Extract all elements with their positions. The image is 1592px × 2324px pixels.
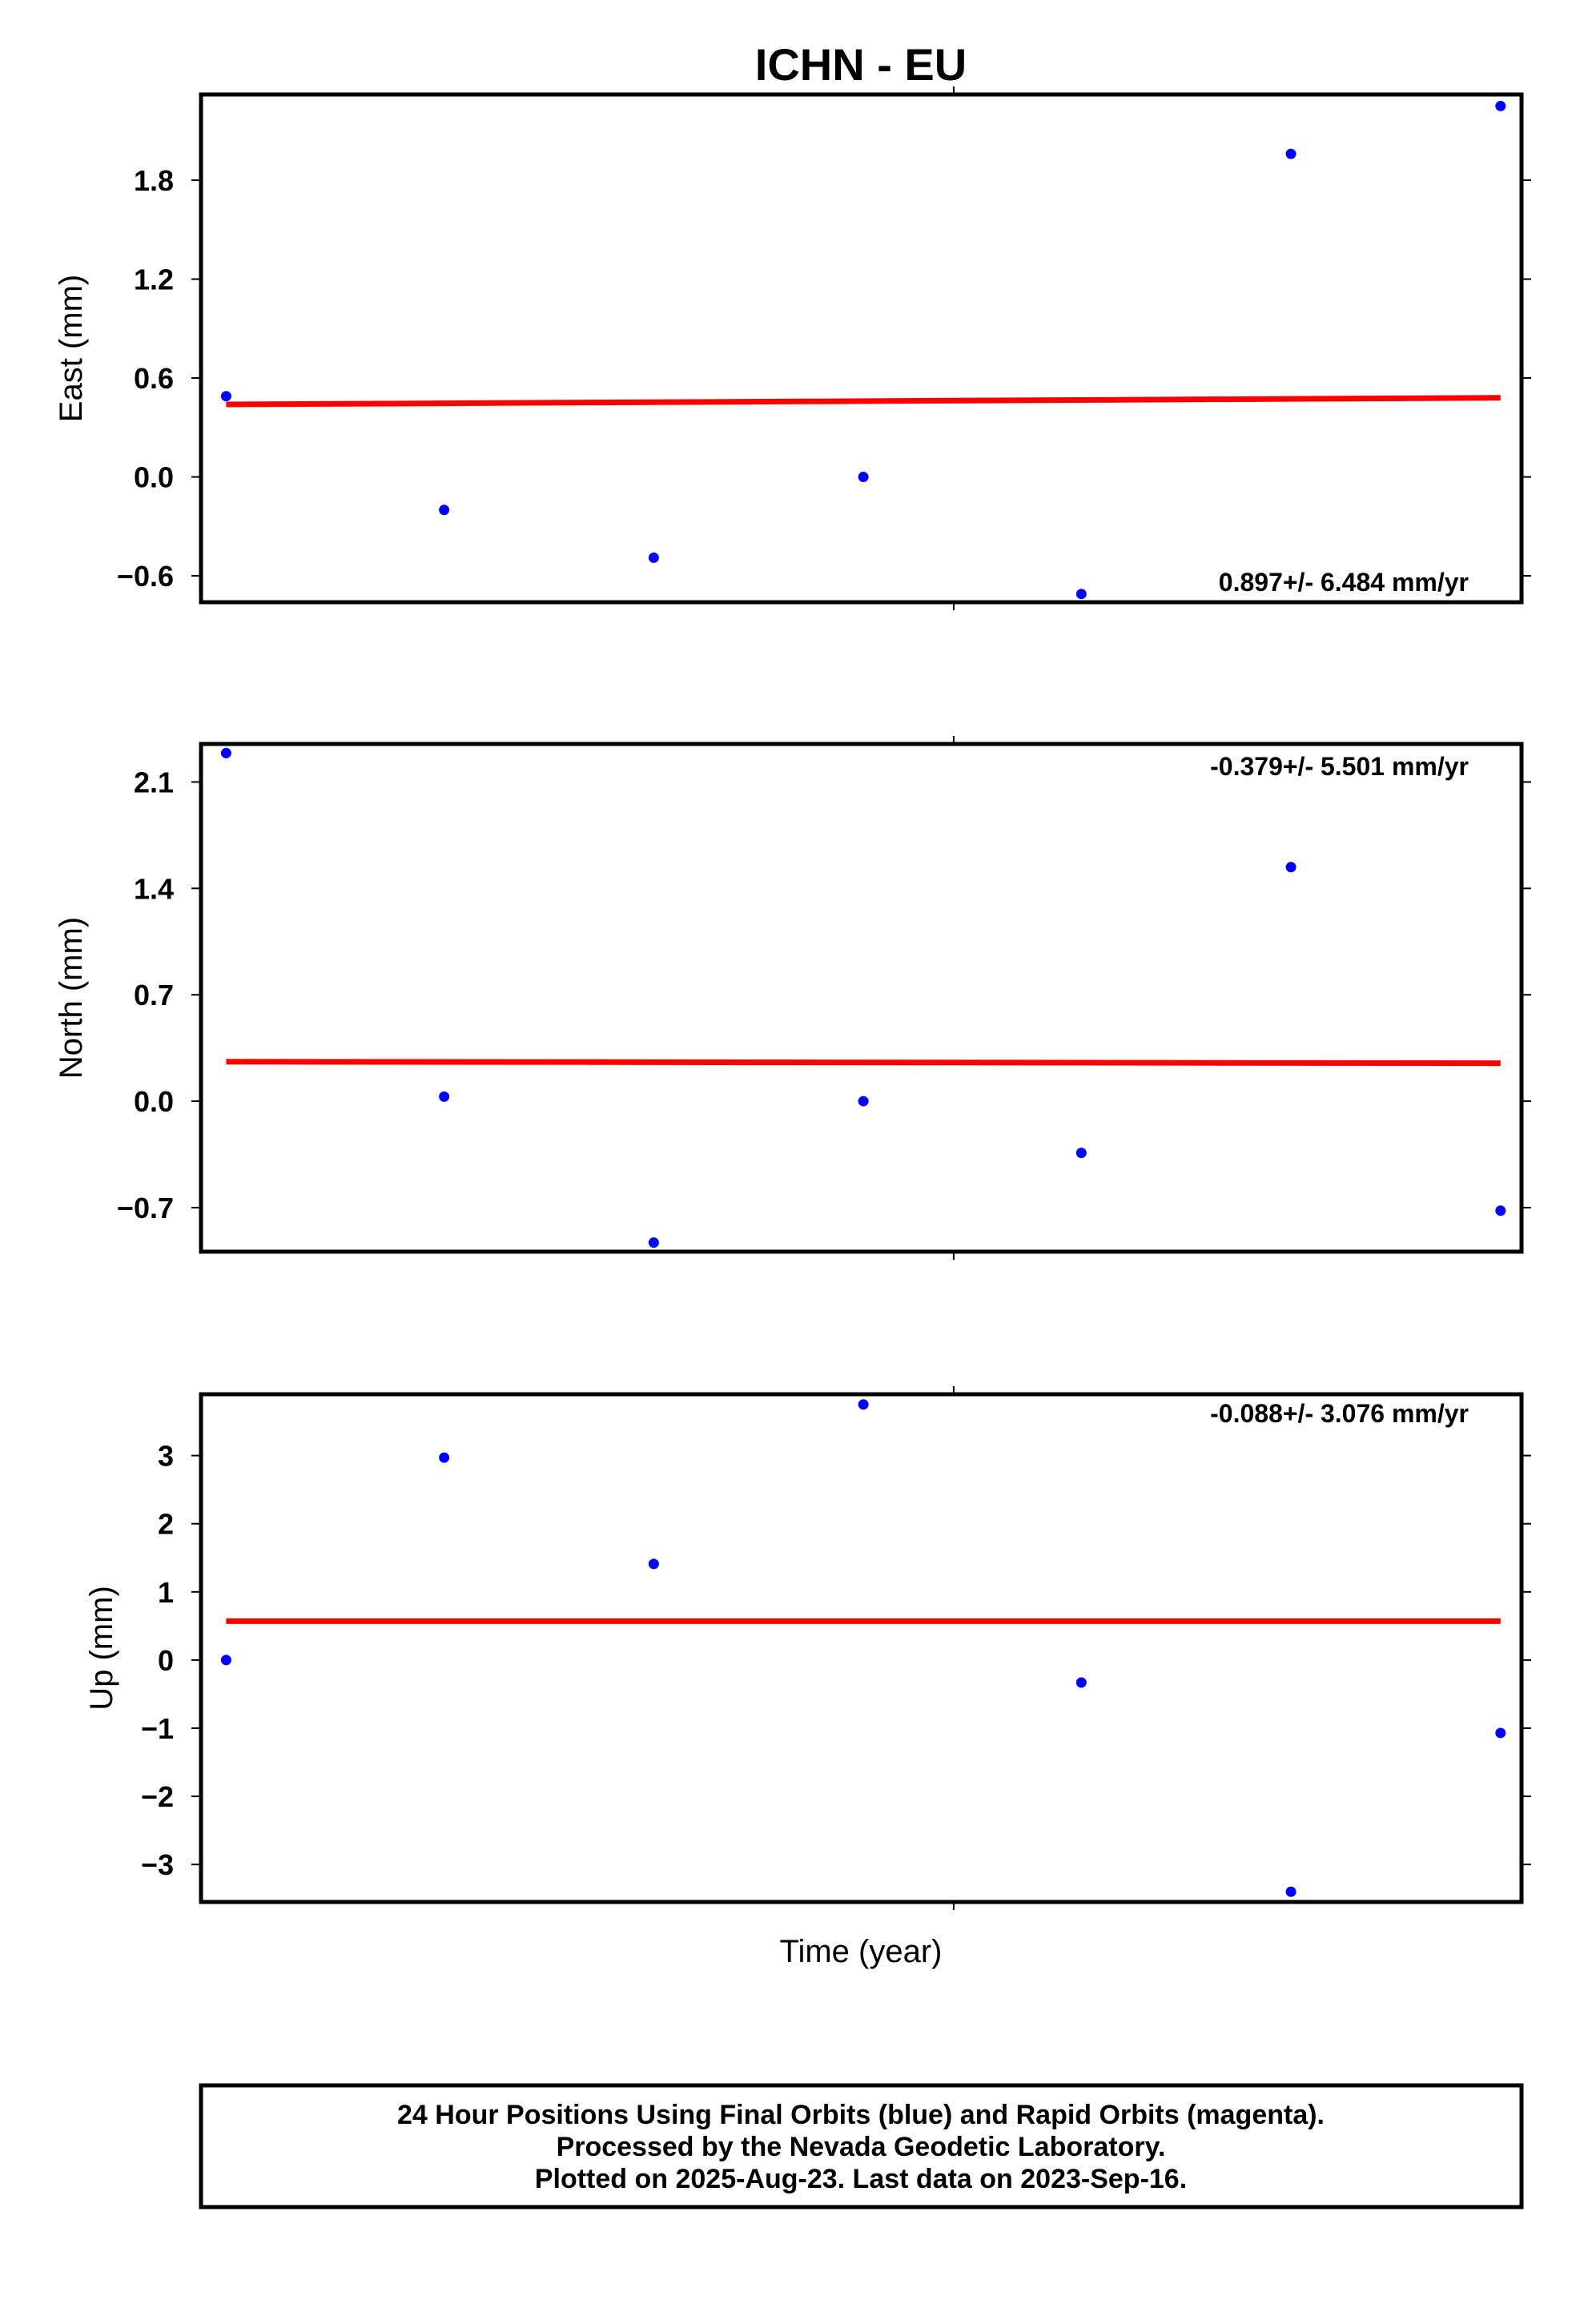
panel-north: 2.1 1.4 0.7 0.0 −0.7 North (mm) -0.379+/- 5.…: [54, 736, 1531, 1260]
ticks-east: 1.8 1.2 0.6 0.0 −0.6: [117, 86, 1531, 610]
data-point: [439, 1452, 450, 1463]
panel-east: 1.8 1.2 0.6 0.0 −0.6 East (mm) 0.897+/- 6.48…: [54, 86, 1531, 610]
y-tick-label: 2: [158, 1508, 174, 1541]
footer-line-2: Processed by the Nevada Geodetic Laborat…: [557, 2132, 1166, 2162]
points-group-east: [220, 100, 1506, 600]
trend-group-north: [226, 1059, 1501, 1067]
trend-line: [226, 1059, 1501, 1067]
data-point: [858, 1096, 869, 1107]
data-point: [1495, 100, 1506, 111]
y-tick-label: 1: [158, 1576, 174, 1609]
data-point: [1285, 862, 1297, 873]
panel-up: 3 2 1 0 −1 −2 −3 Up (mm) -0.088+/- 3.076 mm/yr…: [84, 1386, 1531, 1969]
ticks-up: 3 2 1 0 −1 −2 −3: [141, 1386, 1531, 1910]
plot-frame-up: [199, 1392, 1524, 1904]
data-point: [1075, 1148, 1087, 1159]
points-group-up: [220, 1399, 1506, 1897]
data-point: [439, 1091, 450, 1102]
data-point: [858, 472, 869, 483]
data-point: [648, 1237, 659, 1248]
y-tick-label: −2: [141, 1780, 174, 1813]
y-tick-label: 2.1: [134, 766, 174, 798]
footer-line-1: 24 Hour Positions Using Final Orbits (bl…: [397, 2100, 1325, 2130]
y-tick-label: 1.2: [134, 263, 174, 296]
plot-frame-east: [199, 92, 1524, 605]
data-point: [220, 1655, 231, 1666]
trend-line: [226, 395, 1501, 408]
points-group-north: [220, 747, 1506, 1248]
y-axis-label-up: Up (mm): [84, 1586, 119, 1711]
data-point: [439, 505, 450, 516]
data-point: [858, 1399, 869, 1410]
data-point: [1285, 1886, 1297, 1897]
y-tick-label: −0.6: [117, 560, 174, 593]
rate-label-up: -0.088+/- 3.076 mm/yr: [1210, 1399, 1469, 1428]
ticks-north: 2.1 1.4 0.7 0.0 −0.7: [117, 736, 1531, 1260]
footer-frame: [199, 2083, 1524, 2209]
y-tick-label: 0.0: [134, 1085, 174, 1118]
y-axis-label-north: North (mm): [54, 917, 89, 1079]
plot-frame-north: [199, 742, 1524, 1254]
data-point: [1075, 589, 1087, 600]
y-axis-label-east: East (mm): [54, 275, 89, 422]
footer-line-3: Plotted on 2025-Aug-23. Last data on 202…: [535, 2164, 1187, 2194]
data-point: [220, 747, 231, 758]
y-tick-label: −1: [141, 1712, 174, 1745]
data-point: [1285, 148, 1297, 159]
trend-group-east: [226, 395, 1501, 408]
data-point: [648, 552, 659, 563]
y-tick-label: 1.4: [134, 872, 174, 905]
data-point: [1495, 1205, 1506, 1216]
data-point: [1075, 1677, 1087, 1688]
y-tick-label: −3: [141, 1848, 174, 1881]
data-point: [220, 391, 231, 402]
x-axis-label: Time (year): [780, 1934, 943, 1969]
rate-label-north: -0.379+/- 5.501 mm/yr: [1210, 752, 1469, 781]
rate-label-east: 0.897+/- 6.484 mm/yr: [1219, 568, 1469, 597]
y-tick-label: 0: [158, 1644, 174, 1677]
y-tick-label: −0.7: [117, 1192, 174, 1224]
data-point: [648, 1558, 659, 1570]
y-tick-label: 0.0: [134, 461, 174, 494]
footer-box: 24 Hour Positions Using Final Orbits (bl…: [199, 2083, 1524, 2209]
y-tick-label: 1.8: [134, 164, 174, 197]
y-tick-label: 3: [158, 1440, 174, 1473]
data-point: [1495, 1727, 1506, 1739]
y-tick-label: 0.6: [134, 362, 174, 395]
y-tick-label: 0.7: [134, 979, 174, 1011]
chart-title: ICHN - EU: [755, 39, 967, 90]
